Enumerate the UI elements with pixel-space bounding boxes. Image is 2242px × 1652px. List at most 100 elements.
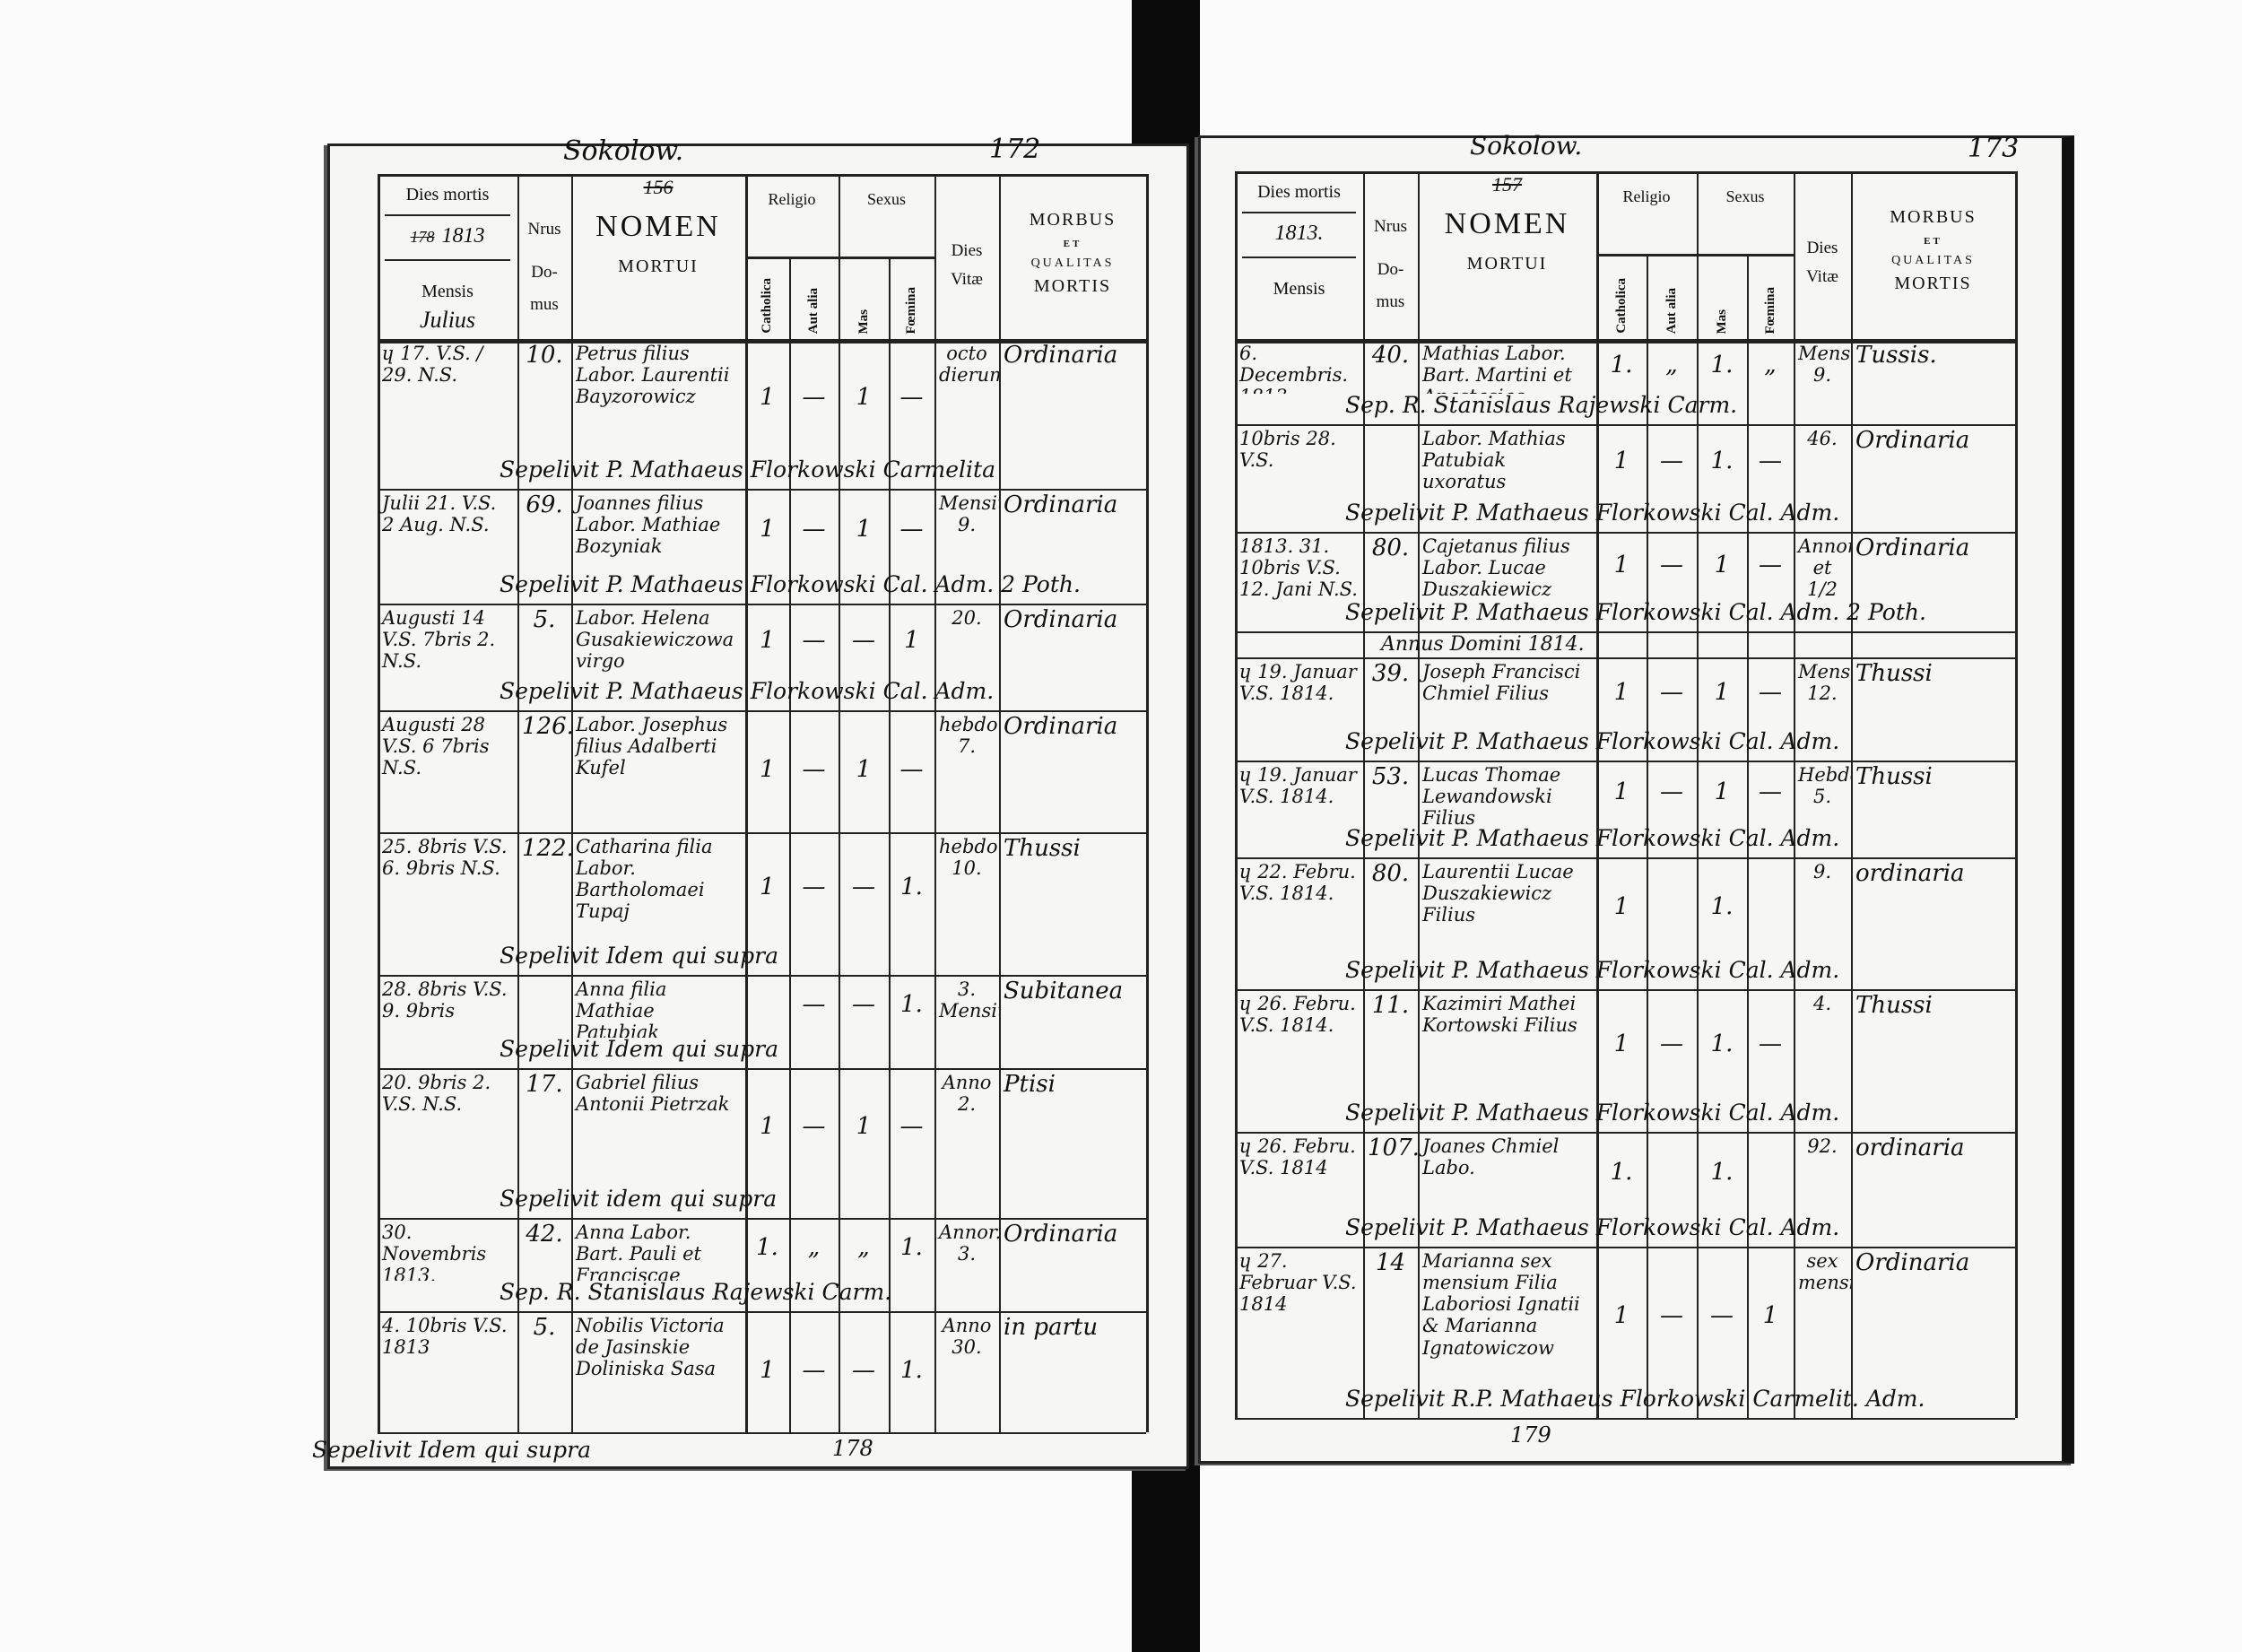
entry-nomen: Joseph Francisci Chmiel Filius: [1422, 661, 1581, 705]
entry-mas: 1.: [1710, 1030, 1734, 1057]
entry-foemina: [1747, 857, 1794, 959]
entry-burial-note: Sepelivit P. Mathaeus Florkowski Cal. Ad…: [1345, 1100, 1840, 1126]
entry-aut-alia: —: [802, 626, 826, 654]
entry-burial-note: Sepelivit P. Mathaeus Florkowski Cal. Ad…: [500, 571, 1081, 597]
entry-dies-vitae: hebdomadae 7.: [939, 714, 999, 758]
entry-morbus: ordinaria: [1855, 860, 1965, 887]
entry-domus: 122.: [522, 835, 571, 862]
table-rule: [1235, 424, 2015, 426]
entry-dies-vitae: Anno 30.: [942, 1315, 992, 1359]
entry-morbus: Tussis.: [1855, 342, 1937, 369]
entry-domus: 11.: [1371, 992, 1410, 1019]
entry-catholica: 1: [760, 873, 775, 900]
entry-date: 28. 8bris V.S. 9. 9bris: [382, 978, 508, 1022]
entry-morbus: Ordinaria: [1004, 342, 1118, 369]
entry-catholica: 1: [760, 626, 775, 654]
register-entry: Augusti 14 V.S. 7bris 2. N.S. 5. Labor. He…: [330, 604, 1186, 710]
entry-dies-vitae: Annor. 3.: [939, 1222, 999, 1265]
entry-date: ɥ 19. Januar V.S. 1814.: [1239, 661, 1357, 705]
entry-catholica: 1: [1613, 892, 1629, 920]
table-rule: [378, 1218, 1146, 1220]
entry-domus: [1363, 424, 1418, 501]
entry-burial-note: Sepelivit P. Mathaeus Florkowski Cal. Ad…: [1345, 500, 1840, 526]
table-rule: [1697, 171, 1699, 1418]
entry-foemina: 1: [1762, 1301, 1778, 1329]
entry-dies-vitae: Mensium 12.: [1798, 661, 1851, 705]
header-dies-vitae: Dies Vitæ: [1806, 239, 1838, 287]
entry-nomen: Labor. Josephus filius Adalberti Kufel: [576, 714, 728, 779]
register-entry: ɥ 17. V.S. / 29. N.S. 10. Petrus filius La…: [330, 339, 1186, 489]
entry-date: Julii 21. V.S. 2 Aug. N.S.: [382, 492, 497, 536]
entry-foemina: —: [899, 516, 924, 543]
entry-mas: 1: [1714, 551, 1730, 578]
header-nrus: Nrus: [1374, 217, 1407, 236]
old-page-number: 156: [643, 176, 673, 198]
entry-morbus: Thussi: [1855, 992, 1933, 1019]
register-entry: Julii 21. V.S. 2 Aug. N.S. 69. Joannes fil…: [330, 489, 1186, 604]
table-rule: [1596, 171, 1599, 1418]
entry-dies-vitae: hebdomadae 10.: [939, 836, 999, 880]
entry-nomen: Cajetanus filius Labor. Lucae Duszakiewi…: [1422, 535, 1570, 601]
entry-catholica: 1: [760, 1112, 775, 1140]
table-rule: [1235, 532, 2015, 534]
entry-catholica: 1.: [756, 1234, 778, 1261]
entry-domus: 69.: [526, 491, 563, 518]
entry-catholica: 1: [760, 516, 775, 543]
entry-foemina: „: [1764, 351, 1777, 378]
entry-dies-vitae: 3. Mensium: [939, 978, 999, 1022]
entry-catholica: 1: [1613, 551, 1629, 578]
table-rule: [1596, 254, 1794, 256]
table-rule: [1242, 256, 1356, 258]
register-entry: 4. 10bris V.S. 1813 5. Nobilis Victoria de…: [330, 1311, 1186, 1432]
register-entry: 20. 9bris 2. V.S. N.S. 17. Gabriel filius …: [330, 1068, 1186, 1218]
table-rule: [999, 174, 1001, 1432]
entry-date: ɥ 26. Febru. V.S. 1814: [1239, 1135, 1356, 1179]
entry-dies-vitae: 4.: [1812, 993, 1832, 1014]
header-mas: Mas: [839, 264, 889, 335]
entry-nomen: Nobilis Victoria de Jasinskie Doliniska …: [576, 1315, 725, 1380]
entry-date: 30. Novembris 1813.: [382, 1222, 487, 1281]
entry-foemina: —: [899, 756, 924, 783]
entry-mas: —: [852, 1356, 875, 1384]
entry-dies-vitae: 20.: [952, 607, 982, 629]
entry-mas: 1.: [1710, 892, 1734, 920]
entry-domus: 42.: [526, 1221, 563, 1248]
entry-nomen: Labor. Mathias Patubiak uxoratus: [1422, 428, 1566, 493]
table-rule: [1418, 171, 1420, 1418]
header-catholica: Catholica: [745, 264, 789, 334]
entry-mas: 1.: [1710, 1159, 1734, 1186]
table-rule: [1235, 631, 2015, 633]
register-entry: ɥ 19. Januar V.S. 1814. 53. Lucas Thomae L…: [1201, 761, 2062, 857]
header-aut-alia-label: Aut alia: [806, 287, 821, 334]
entry-dies-vitae: 46.: [1807, 428, 1838, 449]
entry-nomen: Gabriel filius Antonii Pietrzak: [576, 1072, 730, 1116]
entry-aut-alia: —: [1660, 448, 1683, 474]
header-catholica-label: Catholica: [1613, 278, 1629, 334]
entry-nomen: Laurentii Lucae Duszakiewicz Filius: [1422, 861, 1574, 926]
entry-catholica: 1.: [1610, 351, 1633, 378]
entry-morbus: Ordinaria: [1004, 606, 1118, 633]
table-rule: [1235, 1418, 2015, 1420]
entry-burial-note: Sepelivit R.P. Mathaeus Florkowski Carme…: [1345, 1386, 1925, 1412]
entry-date: 25. 8bris V.S. 6. 9bris N.S.: [382, 836, 508, 880]
entry-catholica: 1: [1613, 1030, 1629, 1057]
footer-page-number: 179: [1510, 1422, 1551, 1448]
page-number: 172: [989, 134, 1041, 165]
entry-aut-alia: —: [1660, 551, 1683, 578]
entry-morbus: Thussi: [1004, 835, 1081, 862]
place-name: Sokolow.: [1470, 131, 1583, 161]
header-foemina: Fœmina: [1747, 261, 1794, 335]
struck-year: 178: [410, 228, 435, 246]
entry-foemina: —: [899, 383, 924, 411]
entry-foemina: 1.: [900, 1234, 923, 1261]
entry-nomen: Lucas Thomae Lewandowski Filius: [1422, 764, 1561, 827]
header-dies-mortis: Dies mortis: [1257, 182, 1341, 202]
header-et: ET: [1924, 236, 1942, 247]
entry-date: ɥ 27. Februar V.S. 1814: [1239, 1250, 1357, 1316]
header-nrus: Nrus: [527, 220, 561, 239]
entry-date: ɥ 19. Januar V.S. 1814.: [1239, 764, 1357, 808]
entry-morbus: Ordinaria: [1855, 427, 1970, 454]
entry-catholica: 1: [760, 1356, 775, 1384]
entry-foemina: 1.: [900, 991, 923, 1018]
entry-domus: 40.: [1371, 342, 1410, 369]
